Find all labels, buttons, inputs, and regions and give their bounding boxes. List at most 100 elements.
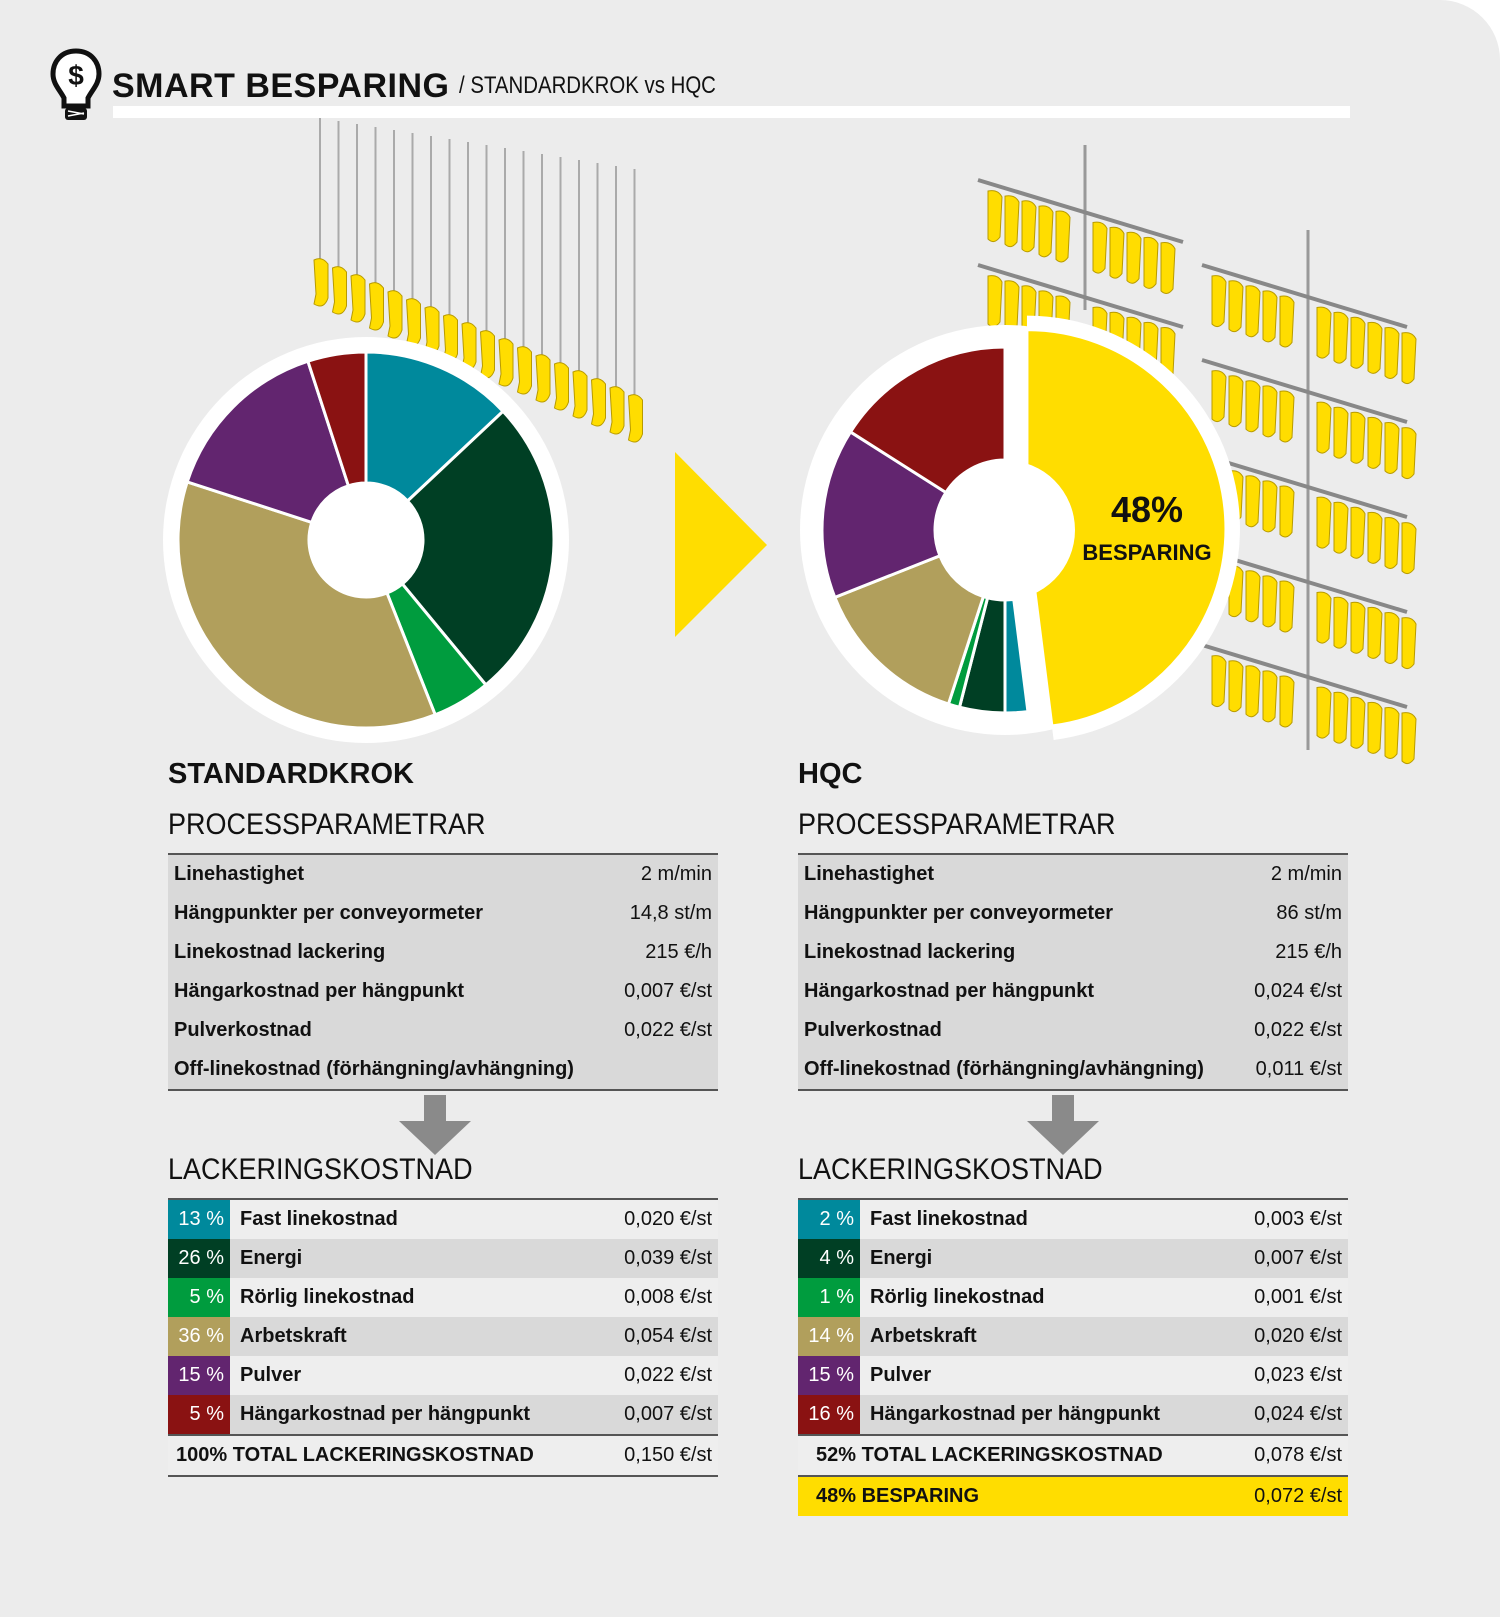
part-icon [1245,380,1261,433]
pie-center-hole [935,460,1075,600]
cost-percent: 26 % [168,1239,230,1278]
part-icon [1126,231,1142,284]
cost-label: Rörlig linekostnad [240,1286,415,1308]
cost-row: 36 % Arbetskraft 0,054 €/st [168,1317,718,1356]
param-value: 0,024 €/st [1254,980,1342,1002]
down-arrow-icon [1027,1095,1099,1155]
param-row: Linehastighet 2 m/min [798,854,1348,894]
hqc-cost-title: LACKERINGSKOSTNAD [798,1153,1103,1186]
part-icon [590,378,606,427]
rack-bar [1201,453,1408,519]
down-arrow-icon [399,1095,471,1155]
total-row: 52% TOTAL LACKERINGSKOSTNAD 0,078 €/st [798,1435,1348,1476]
part-icon [1401,712,1417,765]
standard-cost-table: 13 % Fast linekostnad 0,020 €/st 26 % Energi… [168,1198,718,1477]
page-subtitle: / STANDARDKROK vs HQC [459,72,717,99]
cost-percent: 13 % [168,1199,230,1239]
part-icon [1245,570,1261,623]
part-icon [1316,306,1332,359]
param-value: 0,022 €/st [624,1019,712,1041]
cost-value: 0,008 €/st [624,1286,712,1308]
part-icon [1092,221,1108,274]
param-value: 2 m/min [1270,863,1342,885]
param-label: Linehastighet [174,863,305,885]
param-row: Linekostnad lackering 215 €/h [798,933,1348,972]
part-icon [1384,327,1400,379]
param-row: Pulverkostnad 0,022 €/st [798,1011,1348,1050]
cost-percent: 4 % [798,1239,860,1278]
pie-center-hole [309,483,423,597]
part-icon [1279,295,1295,348]
cost-value: 0,007 €/st [1254,1247,1342,1269]
cost-label: Energi [870,1247,933,1269]
cost-row: 13 % Fast linekostnad 0,020 €/st [168,1199,718,1239]
part-icon [1245,285,1261,338]
cost-percent: 1 % [798,1278,860,1317]
cost-row: 2 % Fast linekostnad 0,003 €/st [798,1199,1348,1239]
part-icon [516,346,532,395]
total-row: 100% TOTAL LACKERINGSKOSTNAD 0,150 €/st [168,1435,718,1476]
part-icon [1316,686,1332,739]
part-icon [1350,506,1366,559]
param-row: Off-linekostnad (förhängning/avhängning)… [798,1050,1348,1090]
part-icon [1038,205,1054,258]
hqc-cost-table: 2 % Fast linekostnad 0,003 €/st 4 % Energi 0,… [798,1198,1348,1516]
part-icon [987,190,1003,243]
part-icon [1109,226,1125,279]
part-icon [1384,612,1400,664]
param-row: Linekostnad lackering 215 €/h [168,933,718,972]
part-icon [1055,210,1071,263]
cost-label: Arbetskraft [870,1325,977,1347]
cost-percent: 5 % [168,1395,230,1435]
rack-bar [977,263,1184,329]
param-label: Pulverkostnad [804,1019,942,1041]
charts-illustration: 48% BESPARING [163,118,1417,765]
cost-row: 14 % Arbetskraft 0,020 €/st [798,1317,1348,1356]
param-label: Off-linekostnad (förhängning/avhängning) [804,1058,1204,1080]
part-icon [331,266,347,315]
part-icon [1401,332,1417,385]
part-icon [1384,422,1400,474]
saving-percent-label: 48% [1111,489,1183,530]
cost-value: 0,003 €/st [1254,1208,1342,1230]
part-icon [1350,601,1366,654]
part-icon [1333,596,1349,649]
total-label: 52% TOTAL LACKERINGSKOSTNAD [816,1444,1163,1466]
param-row: Hängpunkter per conveyormeter 14,8 st/m [168,894,718,933]
header: $ SMART BESPARING / STANDARDKROK vs HQC [50,46,762,126]
standard-hooks-illustration [313,118,643,443]
total-value: 0,150 €/st [624,1444,712,1466]
part-icon [1367,606,1383,659]
part-icon [1262,575,1278,628]
part-icon [1316,401,1332,454]
cost-percent: 15 % [168,1356,230,1395]
part-icon [1228,660,1244,713]
standard-pie-chart [163,337,569,743]
part-icon [1350,696,1366,749]
part-icon [1384,707,1400,759]
part-icon [553,362,569,411]
part-icon [1401,617,1417,670]
cost-label: Hängarkostnad per hängpunkt [870,1403,1161,1425]
param-row: Linehastighet 2 m/min [168,854,718,894]
part-icon [1228,375,1244,428]
param-label: Off-linekostnad (förhängning/avhängning) [174,1058,574,1080]
cost-percent: 36 % [168,1317,230,1356]
total-label: 100% TOTAL LACKERINGSKOSTNAD [176,1444,534,1466]
param-row: Off-linekostnad (förhängning/avhängning) [168,1050,718,1090]
param-label: Linekostnad lackering [174,941,386,963]
param-label: Hängpunkter per conveyormeter [174,902,483,924]
part-icon [1228,280,1244,333]
part-icon [987,275,1003,328]
cost-value: 0,001 €/st [1254,1286,1342,1308]
part-icon [1333,311,1349,364]
cost-row: 15 % Pulver 0,023 €/st [798,1356,1348,1395]
cost-percent: 14 % [798,1317,860,1356]
part-icon [1350,316,1366,369]
part-icon [350,274,366,323]
param-label: Pulverkostnad [174,1019,312,1041]
hqc-heading: HQC [798,758,863,790]
part-icon [1004,195,1020,248]
param-row: Pulverkostnad 0,022 €/st [168,1011,718,1050]
